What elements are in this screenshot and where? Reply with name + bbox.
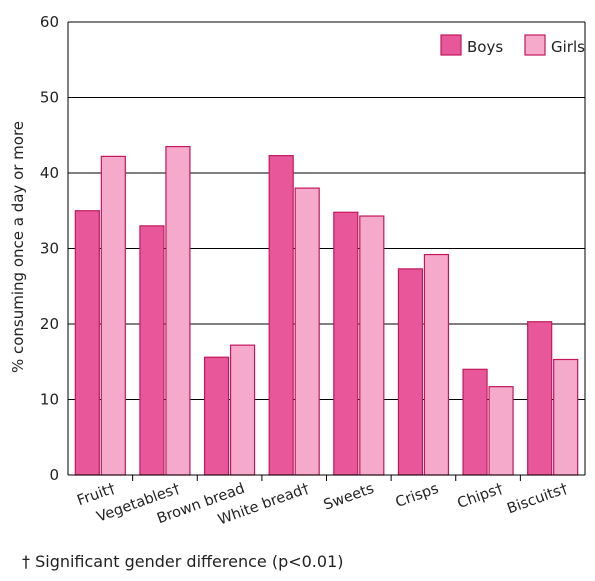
bar-boys [462, 368, 488, 476]
bar-boys [203, 356, 230, 476]
x-category-label: Biscuits† [505, 481, 570, 518]
y-tick-label: 10 [40, 391, 59, 409]
legend-label-girls: Girls [551, 38, 585, 56]
y-tick-label: 0 [49, 466, 59, 484]
legend: Boys Girls [440, 34, 585, 56]
bar-boys [397, 268, 424, 476]
y-tick-label: 60 [40, 13, 59, 31]
footnote: † Significant gender difference (p<0.01) [22, 552, 344, 571]
y-axis-label: % consuming once a day or more [9, 121, 27, 373]
bar-boys [74, 210, 100, 476]
bar-girls [359, 215, 385, 476]
y-tick-label: 30 [40, 240, 59, 258]
legend-swatch-boys [440, 34, 462, 56]
bar-girls [553, 358, 579, 476]
y-tick-labels: 0 10 20 30 40 50 60 [40, 13, 59, 484]
legend-label-boys: Boys [467, 38, 503, 56]
bar-girls [100, 155, 126, 476]
bar-girls [423, 253, 450, 476]
y-tick-label: 20 [40, 315, 59, 333]
y-tick-label: 40 [40, 164, 59, 182]
bar-girls [165, 145, 191, 476]
axes [67, 22, 586, 481]
y-tick-label: 50 [40, 89, 59, 107]
bar-boys [333, 211, 359, 476]
bar-girls [229, 344, 256, 476]
bar-boys [268, 155, 294, 476]
x-category-label: Crisps [394, 481, 441, 511]
bar-chart: 0 10 20 30 40 50 60 Fruit†Vegetables†Brown bre… [9, 13, 586, 529]
x-category-label: Chips† [455, 481, 505, 512]
x-category-label: Sweets [322, 481, 376, 514]
bars [74, 145, 579, 476]
legend-swatch-girls [524, 34, 546, 56]
bar-girls [294, 187, 320, 476]
bar-boys [139, 225, 165, 476]
bar-boys [527, 321, 553, 476]
bar-girls [488, 386, 514, 476]
